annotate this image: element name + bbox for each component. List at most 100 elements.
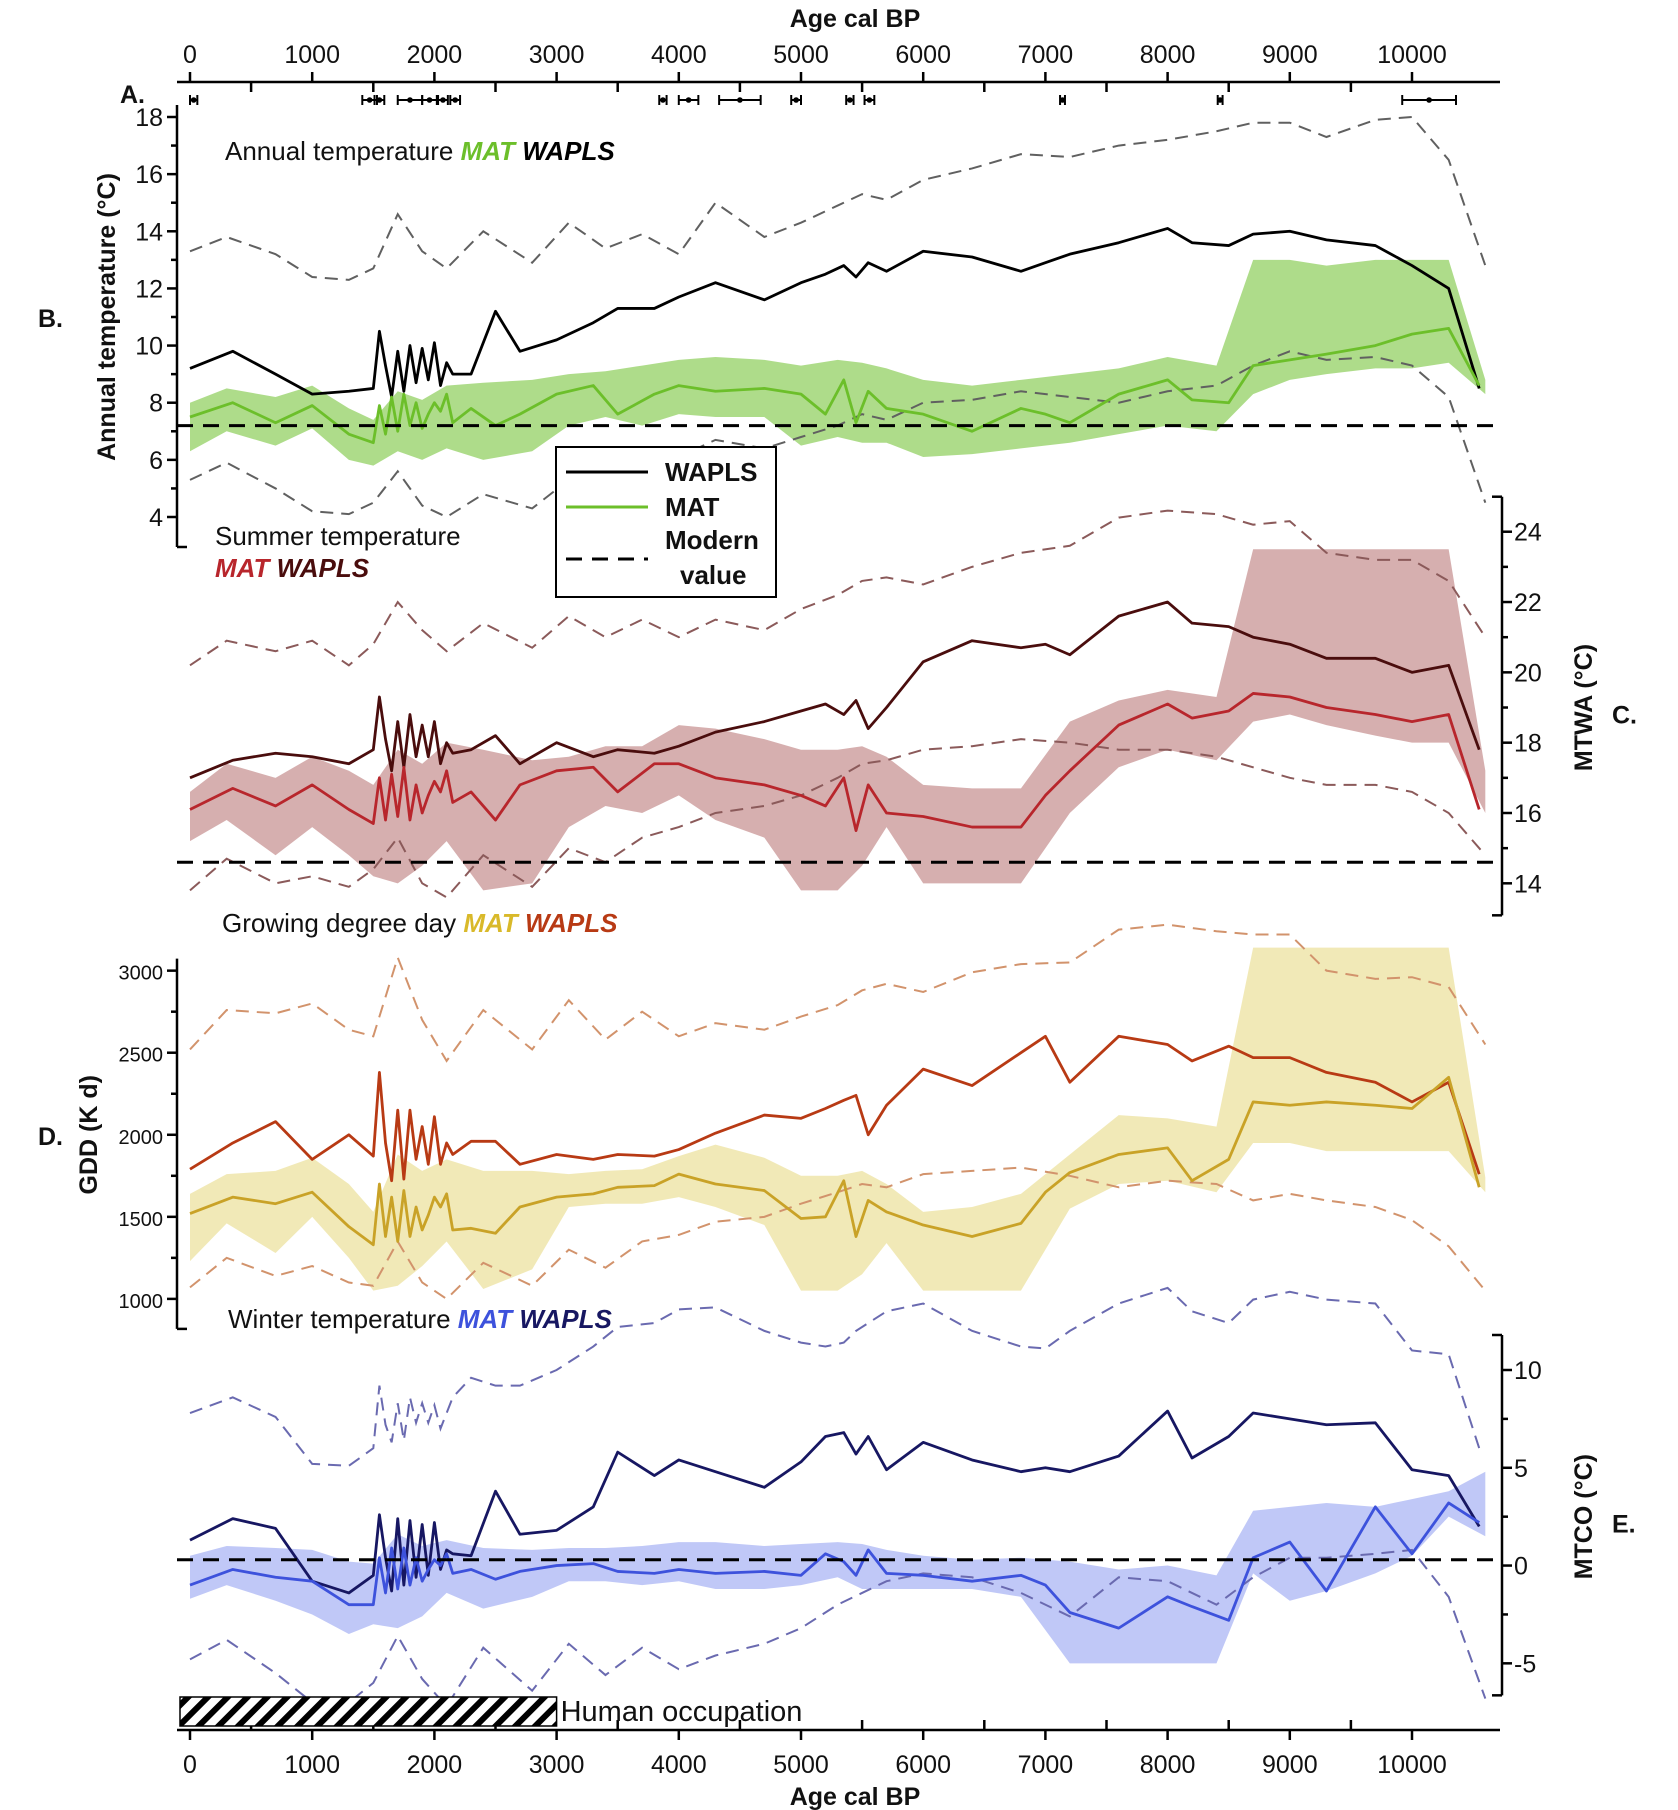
y-tick-label: 6 [149, 447, 163, 475]
date-point [440, 97, 446, 103]
y-tick-label: 1000 [119, 1291, 164, 1313]
y-tick-label: 16 [135, 161, 163, 189]
x-tick-label-bottom: 4000 [651, 1751, 707, 1779]
x-tick-label-bottom: 9000 [1262, 1751, 1318, 1779]
y-tick-label: 22 [1514, 589, 1542, 617]
y-tick-label: 8 [149, 390, 163, 418]
y-tick-label: 3000 [119, 963, 164, 985]
labels: 0010001000200020003000300040004000500050… [38, 41, 1637, 1779]
x-tick-label-bottom: 7000 [1018, 1751, 1074, 1779]
wapls-line [189, 600, 1481, 780]
panel-title: Summer temperature [215, 521, 461, 551]
x-tick-label-top: 6000 [895, 41, 951, 69]
date-point [793, 97, 799, 103]
title-mat: MAT [215, 553, 277, 583]
x-tick-label-top: 2000 [407, 41, 463, 69]
mat-uncertainty-band [190, 1471, 1486, 1664]
x-tick-label-bottom: 10000 [1377, 1751, 1447, 1779]
reconstruction-lines [189, 227, 1481, 1630]
legend-modern-label-2: value [680, 560, 747, 590]
date-point [660, 97, 666, 103]
legend: WAPLS MAT Modern value [555, 446, 777, 598]
x-tick-label-top: 4000 [651, 41, 707, 69]
title-mat: MAT [463, 908, 525, 938]
date-point [426, 97, 433, 103]
y-tick-label: 12 [135, 275, 163, 303]
legend-modern-label-1: Modern [665, 525, 759, 555]
mat-uncertainty-band [190, 549, 1486, 891]
y-tick-label: 2000 [119, 1127, 164, 1149]
title-wapls: WAPLS [522, 136, 615, 166]
y-tick-label: 1500 [119, 1209, 164, 1231]
mat-line [189, 692, 1481, 832]
panel-title-series: MAT WAPLS [215, 553, 370, 583]
date-point [1426, 97, 1432, 103]
title-prefix: Winter temperature [228, 1304, 458, 1334]
mat-line [189, 327, 1481, 445]
y-axis-title: MTWA (°C) [1570, 644, 1598, 771]
date-point [866, 97, 873, 103]
uncertainty-bands [190, 259, 1486, 1664]
y-tick-label: 16 [1514, 800, 1542, 828]
modern-value-lines [177, 424, 1502, 1562]
x-tick-label-bottom: 3000 [529, 1751, 585, 1779]
title-wapls: WAPLS [277, 553, 370, 583]
axes [167, 72, 1512, 1740]
y-tick-label: 18 [1514, 730, 1542, 758]
x-tick-label-bottom: 8000 [1140, 1751, 1196, 1779]
date-point [366, 97, 373, 103]
panel-letter: C. [1612, 702, 1637, 730]
date-point [847, 97, 853, 103]
x-tick-label-bottom: 1000 [284, 1751, 340, 1779]
date-point [407, 97, 413, 103]
title-wapls: WAPLS [519, 1304, 612, 1334]
y-tick-label: 18 [135, 104, 163, 132]
title-wapls: WAPLS [525, 908, 618, 938]
x-tick-label-top: 0 [183, 41, 197, 69]
y-tick-label: 10 [1514, 1357, 1542, 1385]
title-prefix: Growing degree day [222, 908, 463, 938]
date-point [1059, 97, 1066, 103]
x-tick-label-top: 10000 [1377, 41, 1447, 69]
y-tick-label: 10 [135, 333, 163, 361]
x-axis-title-top: Age cal BP [790, 5, 921, 33]
mat-line [189, 1501, 1480, 1630]
x-tick-label-top: 9000 [1262, 41, 1318, 69]
x-tick-label-bottom: 2000 [407, 1751, 463, 1779]
wapls-error-lower [189, 350, 1487, 519]
date-point [190, 97, 197, 103]
y-axis-title: Annual temperature (°C) [93, 173, 121, 461]
x-tick-label-top: 1000 [284, 41, 340, 69]
legend-mat-label: MAT [665, 492, 720, 522]
panel-title: Winter temperature MAT WAPLS [228, 1304, 612, 1334]
date-point [1217, 97, 1223, 103]
x-tick-label-top: 7000 [1018, 41, 1074, 69]
y-axis-title: GDD (K d) [75, 1075, 103, 1194]
mat-uncertainty-band [190, 947, 1486, 1291]
wapls-error-upper [189, 923, 1487, 1063]
panel-title: Annual temperature MAT WAPLS [225, 136, 615, 166]
y-tick-label: 4 [149, 504, 163, 532]
y-tick-label: 2500 [119, 1045, 164, 1067]
x-tick-label-top: 5000 [773, 41, 829, 69]
wapls-line [189, 1034, 1481, 1183]
panel-letter: B. [38, 305, 63, 333]
human-occupation-label: Human occupation [561, 1696, 803, 1728]
wapls-line [189, 227, 1481, 399]
date-point [737, 97, 743, 103]
wapls-error-upper [189, 1286, 1481, 1467]
y-tick-label: 20 [1514, 659, 1542, 687]
wapls-error-lower [189, 1166, 1487, 1301]
wapls-error-upper [189, 115, 1487, 281]
y-tick-label: 0 [1514, 1553, 1528, 1581]
y-axis-title: MTCO (°C) [1570, 1454, 1598, 1579]
title-mat: MAT [461, 136, 523, 166]
human-occupation: Human occupation [179, 1696, 803, 1728]
title-prefix: Annual temperature [225, 136, 461, 166]
y-tick-label: -5 [1514, 1650, 1536, 1678]
panel-letter: E. [1612, 1511, 1636, 1539]
date-point [376, 97, 383, 103]
date-point [685, 97, 692, 103]
date-point [452, 97, 458, 103]
